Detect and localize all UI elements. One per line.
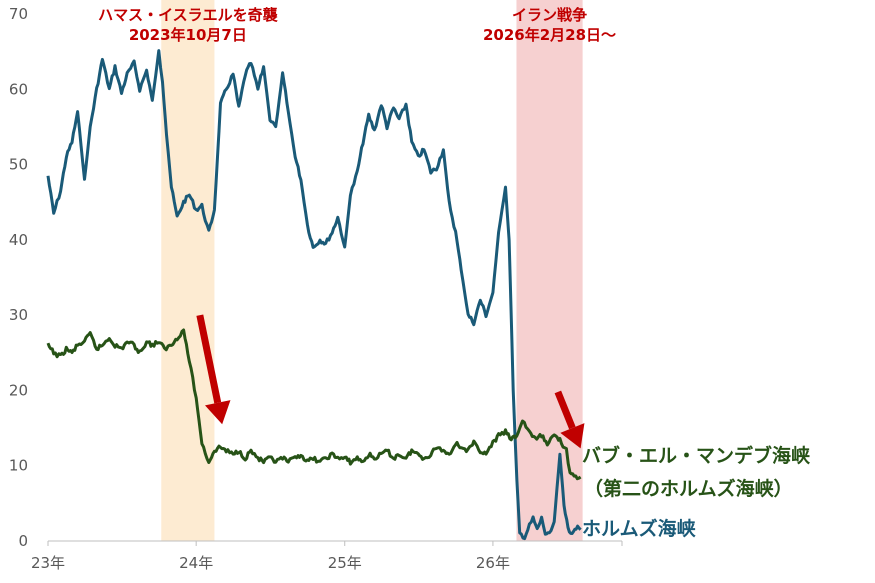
series-line-1 bbox=[46, 328, 582, 481]
event-label-1-line-1: 2026年2月28日〜 bbox=[483, 26, 616, 44]
y-tick-label-20: 20 bbox=[9, 381, 28, 399]
event-label-0-line-0: ハマス・イスラエルを奇襲 bbox=[98, 6, 279, 24]
y-tick-label-70: 70 bbox=[9, 5, 28, 23]
series-lines bbox=[46, 49, 582, 541]
arrow-shaft-1 bbox=[554, 390, 576, 430]
series-label-1-line-0: バブ・エル・マンデブ海峡 bbox=[582, 444, 811, 467]
series-label-0-line-0: ホルムズ海峡 bbox=[582, 517, 697, 540]
event-band-1 bbox=[516, 0, 583, 541]
y-tick-label-60: 60 bbox=[9, 80, 28, 98]
x-tick-label-3: 26年 bbox=[476, 554, 510, 572]
x-tick-label-2: 25年 bbox=[328, 554, 362, 572]
arrow-shaft-0 bbox=[196, 314, 222, 404]
y-tick-label-50: 50 bbox=[9, 156, 28, 174]
annotation-labels: ハマス・イスラエルを奇襲 2023年10月7日 イラン戦争 2026年2月28日〜ホル… bbox=[98, 6, 811, 540]
series-label-1-line-1: （第二のホルムズ海峡） bbox=[584, 477, 793, 500]
event-label-1-line-0: イラン戦争 bbox=[512, 6, 587, 24]
annotation-arrows bbox=[196, 314, 585, 449]
y-tick-label-0: 0 bbox=[18, 532, 28, 550]
event-label-0-line-1: 2023年10月7日 bbox=[129, 26, 247, 44]
event-bands bbox=[161, 0, 583, 541]
series-line-0 bbox=[46, 49, 582, 541]
x-tick-label-0: 23年 bbox=[31, 554, 65, 572]
axes: 0 10 20 30 40 50 60 70 23年 24年 25年 26年 bbox=[9, 5, 623, 572]
y-tick-label-10: 10 bbox=[9, 457, 28, 475]
x-tick-label-1: 24年 bbox=[179, 554, 213, 572]
arrow-head-1 bbox=[560, 423, 585, 449]
y-tick-label-30: 30 bbox=[9, 306, 28, 324]
arrow-head-0 bbox=[205, 400, 231, 425]
y-tick-label-40: 40 bbox=[9, 231, 28, 249]
